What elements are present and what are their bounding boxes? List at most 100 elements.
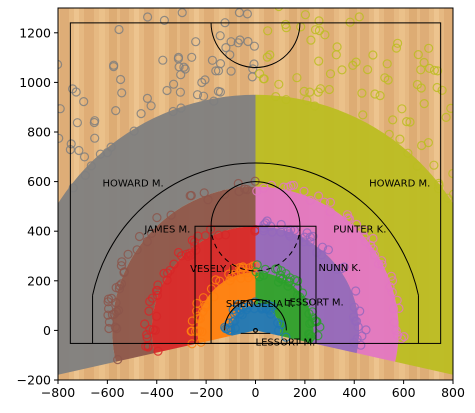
shot-marker [252,186,262,196]
shot-marker [285,0,293,4]
shot-marker [136,108,146,119]
zone-label: HOWARD M. [102,179,163,190]
shot-marker [359,225,369,235]
shot-marker [283,226,293,236]
shot-marker [7,102,15,110]
shot-marker [283,182,293,192]
shot-marker [391,326,401,336]
shot-marker [140,319,150,329]
shot-marker [192,90,203,100]
shot-marker [323,245,333,255]
shot-marker [243,273,253,283]
shot-marker [260,264,270,274]
shot-marker [193,231,203,241]
shot-marker [108,61,119,72]
shot-marker [90,116,100,126]
shot-marker [437,85,447,95]
shot-marker [236,265,246,275]
shot-marker [45,114,53,122]
shot-marker [250,297,260,307]
shot-marker [382,59,392,69]
shot-marker [193,314,203,324]
x-tick-label: 600 [392,385,416,400]
shot-marker [305,237,315,247]
shot-marker [258,223,268,233]
shot-marker [116,279,127,289]
shot-marker [198,307,208,317]
shot-marker [350,316,360,326]
x-tick-label: −800 [41,385,75,400]
y-tick-label: 1200 [19,25,51,40]
shot-marker [215,87,225,97]
shot-marker [79,152,90,162]
shot-marker [198,293,208,303]
shot-marker [17,359,25,367]
zone-label: JAMES M. [143,224,190,235]
center-circle [210,22,301,69]
zone-left-james-m [112,186,256,362]
shot-marker [263,26,273,36]
shot-marker [209,96,219,106]
shot-marker [0,172,7,180]
shot-marker [152,290,162,300]
shot-marker [392,295,402,305]
shot-marker [416,83,426,93]
shot-marker [203,195,213,205]
shot-marker [233,299,243,309]
shot-marker [339,262,349,272]
y-tick-label: 200 [27,273,51,288]
shot-marker [245,263,255,273]
shot-marker [185,191,195,201]
shot-marker [146,228,157,238]
shot-marker [177,8,187,18]
shot-marker [433,66,443,76]
shot-marker [429,65,439,75]
shot-marker [243,302,253,312]
shot-marker [209,292,219,302]
shot-marker [412,161,422,171]
shot-marker [342,210,352,220]
shot-marker [337,65,347,75]
shot-marker [24,291,32,299]
shot-marker [358,110,368,120]
shot-marker [262,303,272,313]
shot-marker [441,112,451,123]
shot-marker [448,189,453,199]
shot-marker [344,214,354,224]
shot-marker [273,277,284,287]
shot-marker [21,308,29,316]
shot-marker [300,10,310,20]
shot-marker [446,103,453,113]
zone-right-lessort-m [255,272,314,344]
zone-right-nunn-k [255,226,360,354]
shot-marker [111,105,121,116]
y-tick-label: −200 [17,373,51,388]
shot-marker [361,325,371,335]
y-tick-label: 800 [27,125,51,140]
shot-marker [3,334,11,342]
shot-marker [46,115,54,123]
shot-marker [312,247,322,257]
shot-marker [129,126,139,136]
shot-marker [324,84,334,95]
shot-marker [14,193,22,201]
shot-marker [281,23,291,33]
shot-marker [211,275,221,285]
shot-marker [37,193,45,201]
shot-marker [175,87,185,97]
shot-marker [300,232,310,242]
shot-marker [86,161,96,171]
shot-marker [416,65,426,75]
shot-marker [142,93,152,104]
shot-marker [233,0,241,6]
shot-marker [142,330,152,340]
shot-marker [224,269,234,279]
shot-marker [314,191,324,201]
shot-marker [283,281,293,291]
shot-marker [368,233,378,244]
x-tick-label: 400 [342,385,366,400]
shot-marker [457,139,465,147]
shot-marker [162,275,172,285]
